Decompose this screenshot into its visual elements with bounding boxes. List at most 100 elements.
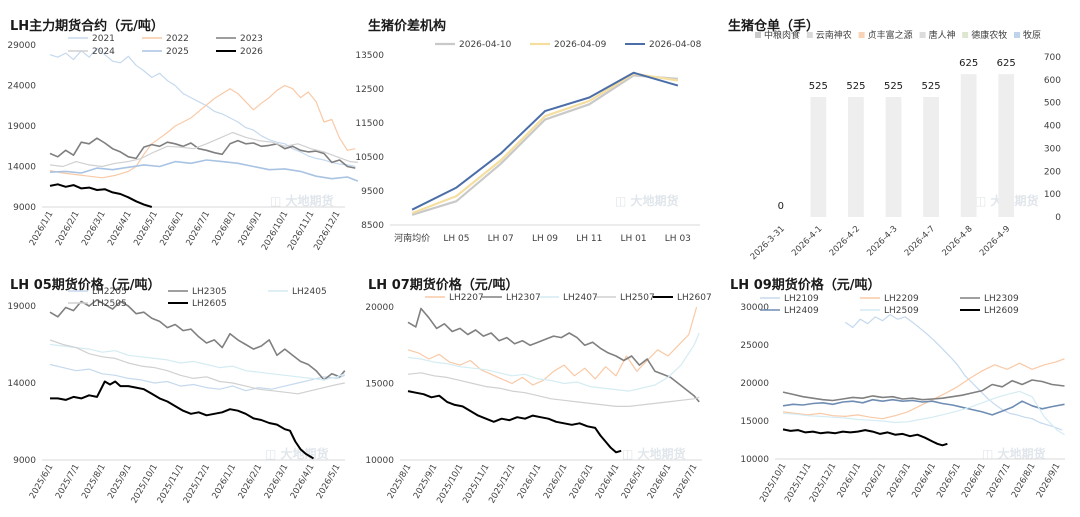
x-tick-label: 2026/4/1 [594,463,622,501]
series-line [407,332,700,392]
legend-label: LH2509 [884,306,919,316]
watermark-logo: ◫ 大地期货 [615,194,679,208]
bar [923,97,939,217]
series-line [49,363,346,392]
y-tick-label: 500 [1044,99,1061,109]
legend-swatch [858,32,865,38]
y-tick-label: 100 [1044,190,1061,200]
x-tick-label: 2026/6/1 [646,463,674,501]
chart-lh-main: 9000 14000 19000 24000 29000 2026/1/12026/2/1… [7,34,359,253]
x-tick-label: 2026/4/1 [910,462,938,500]
watermark-logo: ◫ 大地期货 [622,447,686,461]
x-tick-label: 2026-4-1 [790,224,824,258]
series-line [782,358,1065,420]
x-tick-label: LH 05 [443,234,469,244]
x-tick-label: 2025/9/1 [106,463,134,501]
x-tick-label: 2026/5/1 [315,463,343,501]
y-tick-label: 9000 [13,203,36,213]
x-tick-label: 2026/9/1 [237,210,265,248]
series-line [407,390,622,454]
x-tick-label: LH 01 [621,234,647,244]
legend-label: LH2507 [620,293,655,303]
chart-title: LH 05期货价格（元/吨） [10,278,161,293]
bar [848,97,864,217]
legend-swatch [1014,32,1020,38]
y-tick-label: 19000 [7,122,36,132]
legend-swatch [962,32,969,38]
x-tick-label: 2026/1/1 [28,210,56,248]
x-tick-label: 河南均价 [394,232,430,244]
panel-lh07: LH 07期货价格（元/吨） ◫ 大地期货 10000 15000 20000 202… [360,262,712,517]
legend-label: LH2607 [677,293,712,303]
x-tick-label: 2026/7/1 [985,462,1013,500]
y-tick-label: 25000 [740,341,769,351]
x-tick-label: LH 09 [532,234,558,244]
x-tick-label: 2026/2/1 [54,210,82,248]
series-line [782,390,1065,436]
y-tick-label: 8500 [361,221,384,231]
x-tick-label: 2026-4-3 [865,224,899,258]
legend-swatch [806,32,813,38]
x-tick-label: 2026-4-7 [903,224,937,258]
y-tick-label: 11500 [355,119,384,129]
bar [960,74,977,218]
x-tick-label: 2026/3/1 [263,463,291,501]
legend-label: LH2405 [292,287,327,297]
chart-title: LH 07期货价格（元/吨） [368,278,519,293]
y-tick-label: 20000 [365,303,394,313]
x-tick-label: 2026/7/1 [672,463,700,501]
legend-label: 唐人神 [929,29,956,41]
legend-swatch [755,32,761,38]
series-line [407,372,700,407]
series-line [49,343,346,381]
panel-lh-main: LH主力期货合约（元/吨） ◫ 大地期货 9000 14000 19000 24000… [0,0,359,260]
watermark-logo: ◫ 大地期货 [982,447,1046,461]
legend-label: 2026-04-09 [554,40,607,50]
bar-data-label: 625 [959,58,978,69]
x-tick-label: 2026/12/1 [312,210,342,253]
legend-label: LH2207 [449,293,484,303]
y-tick-label: 13500 [355,51,384,61]
x-tick-label: LH 07 [488,234,514,244]
series-line [49,84,356,179]
bar-data-label: 525 [922,81,941,92]
series-line [782,428,948,447]
bar-data-label: 525 [809,81,828,92]
bar-data-label: 525 [884,81,903,92]
x-tick-label: 2026/4/1 [289,463,317,501]
chart-lh09: 10000150002000025000300002025/10/12025/1… [740,294,1065,504]
x-tick-label: 2026/5/1 [132,210,160,248]
series-line [844,313,1063,431]
x-tick-label: 2026/7/1 [184,210,212,248]
series-line [49,159,359,182]
series-line [50,380,315,460]
series-line [782,398,1065,416]
legend-label: LH2409 [784,306,819,316]
chart-warehouse: 0 100 200 300 400 500 600 700 0 2026-3-31 525 2026-… [749,29,1062,262]
y-tick-label: 19000 [7,302,36,312]
y-tick-label: 9000 [13,456,36,466]
x-tick-label: 2026/8/1 [210,209,238,247]
chart-title: 生猪仓单（手） [728,19,820,34]
y-tick-label: 20000 [740,379,769,389]
y-tick-label: 29000 [7,41,36,51]
x-tick-label: 2026/6/1 [960,462,988,500]
panel-lh09: LH 09期货价格（元/吨） ◫ 大地期货 10000 15000 20000 250… [720,262,1080,517]
legend-label: 2021 [92,34,115,44]
legend-label: 云南神农 [816,29,852,41]
series-line [49,47,356,168]
y-tick-label: 15000 [365,380,394,390]
x-tick-label: 2026/9/1 [1035,462,1063,500]
series-line [49,183,153,208]
legend-label: 2026-04-08 [649,40,702,50]
x-tick-label: 2026/3/1 [80,210,108,248]
series-line [411,74,678,216]
x-tick-label: 2026/2/1 [860,462,888,500]
y-tick-label: 12500 [355,85,384,95]
bar [810,97,827,217]
series-line [49,131,358,168]
x-tick-label: 2025/8/1 [386,463,414,501]
series-line [407,306,698,386]
x-tick-label: 2026/3/1 [885,462,913,500]
legend-label: LH2505 [92,299,127,309]
